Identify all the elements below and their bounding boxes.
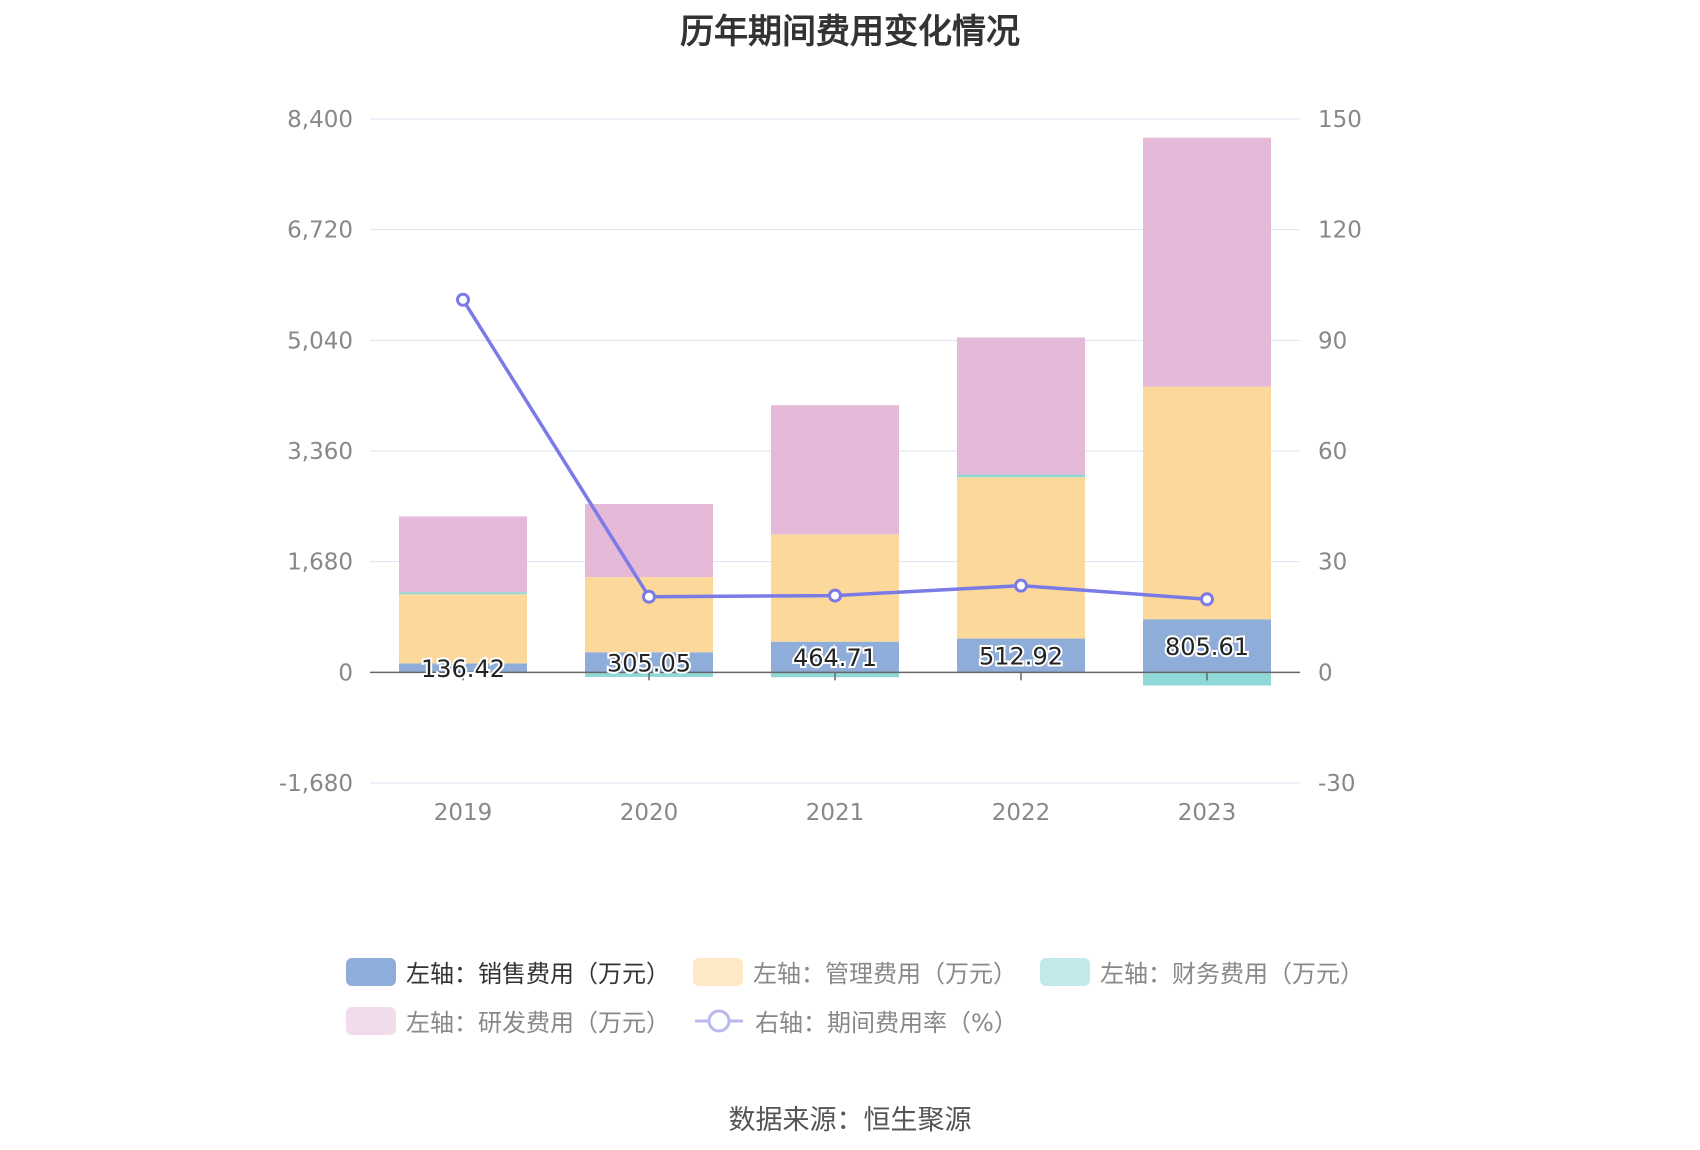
bar-rnd	[771, 405, 899, 535]
y-left-tick-label: 3,360	[287, 439, 353, 465]
bar-finance	[399, 592, 527, 595]
y-left-tick-label: 5,040	[287, 328, 353, 354]
chart-title: 历年期间费用变化情况	[680, 12, 1020, 52]
legend-swatch-sales	[346, 957, 396, 986]
legend-label-finance: 左轴：财务费用（万元）	[1100, 960, 1364, 988]
legend-item-finance[interactable]: 左轴：财务费用（万元）	[1040, 954, 1364, 989]
legend-swatch-rnd	[346, 1006, 396, 1035]
bar-admin	[585, 577, 713, 653]
data-label-sales: 805.61	[1165, 633, 1249, 661]
y-left-tick-label: 6,720	[287, 218, 353, 244]
point-rate	[642, 589, 656, 604]
y-right-tick-label: 90	[1318, 328, 1347, 354]
bar-admin	[771, 534, 899, 642]
legend-label-admin: 左轴：管理费用（万元）	[753, 960, 1017, 988]
line-circle-icon	[695, 1009, 743, 1032]
data-label-sales: 464.71	[793, 644, 877, 672]
y-right-tick-label: 0	[1318, 660, 1333, 686]
y-right-tick-label: 60	[1318, 439, 1347, 465]
y-left-tick-label: 0	[338, 660, 353, 686]
y-right-tick-label: -30	[1318, 771, 1356, 797]
legend-label-sales: 左轴：销售费用（万元）	[406, 960, 670, 988]
y-right-tick-label: 30	[1318, 550, 1347, 576]
bar-rnd	[957, 337, 1085, 475]
data-label-sales: 136.42	[421, 655, 505, 683]
point-rate	[1014, 578, 1028, 593]
data-label-sales: 512.92	[979, 642, 1063, 670]
bar-admin	[1143, 386, 1271, 620]
legend-item-rnd[interactable]: 左轴：研发费用（万元）	[346, 1003, 670, 1038]
legend-label-rnd: 左轴：研发费用（万元）	[406, 1009, 670, 1037]
source-note: 数据来源：恒生聚源	[728, 1105, 972, 1136]
x-tick-label: 2022	[992, 800, 1051, 826]
legend-swatch-admin	[693, 957, 743, 986]
x-tick-label: 2021	[806, 800, 865, 826]
legend-swatch-finance	[1040, 957, 1090, 986]
x-tick-label: 2020	[620, 800, 679, 826]
bar-sales	[1143, 619, 1271, 673]
y-left-tick-label: -1,680	[279, 771, 353, 797]
bar-sales	[957, 638, 1085, 673]
legend-item-sales[interactable]: 左轴：销售费用（万元）	[346, 954, 670, 989]
bar-sales	[399, 663, 527, 673]
y-left-tick-label: 1,680	[287, 550, 353, 576]
bar-rnd	[585, 504, 713, 578]
point-rate	[456, 292, 470, 307]
point-rate	[828, 588, 842, 603]
y-left-tick-label: 8,400	[287, 107, 353, 133]
y-right-tick-label: 120	[1318, 218, 1362, 244]
y-right-tick-label: 150	[1318, 107, 1362, 133]
bar-admin	[957, 477, 1085, 639]
legend-label-rate: 右轴：期间费用率（%）	[755, 1009, 1018, 1037]
bar-finance	[957, 474, 1085, 478]
legend-item-rate[interactable]: 右轴：期间费用率（%）	[693, 1003, 1018, 1038]
point-rate	[1200, 592, 1214, 607]
bar-sales	[771, 641, 899, 673]
bar-rnd	[399, 516, 527, 593]
x-tick-label: 2023	[1178, 800, 1237, 826]
x-tick-label: 2019	[434, 800, 493, 826]
bar-sales	[585, 652, 713, 673]
data-label-sales: 305.05	[607, 649, 691, 677]
bar-rnd	[1143, 137, 1271, 387]
bar-admin	[399, 594, 527, 664]
legend-item-admin[interactable]: 左轴：管理费用（万元）	[693, 954, 1017, 989]
